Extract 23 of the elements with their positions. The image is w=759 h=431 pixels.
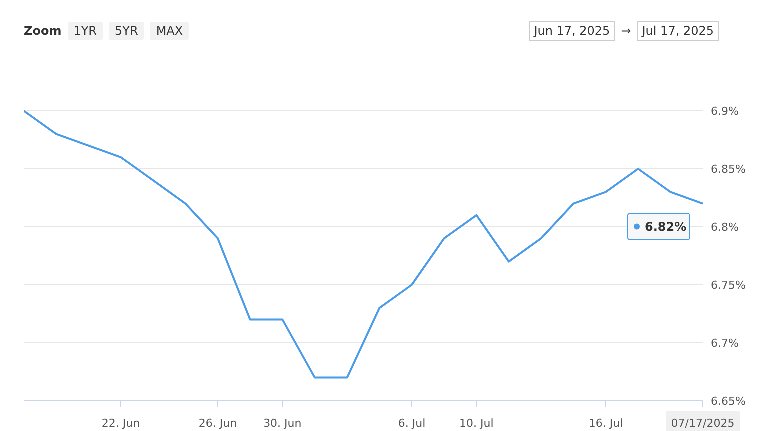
text: Jul 17, 2025	[637, 20, 719, 40]
text: MAX	[150, 22, 190, 40]
line-series	[24, 110, 703, 379]
x-tick-label: 22. Jun	[102, 417, 140, 430]
text: Zoom	[24, 24, 62, 38]
y-tick-label: 6.8%	[711, 220, 739, 234]
y-tick-label: 6.9%	[711, 104, 739, 118]
y-tick-label: 6.7%	[711, 336, 739, 350]
tooltip-box: 6.82%	[628, 213, 690, 240]
x-tick-label: 10. Jul	[460, 417, 494, 430]
text: 5YR	[109, 22, 144, 40]
x-tick-label: 16. Jul	[588, 417, 624, 430]
annotation: 6.82%	[645, 220, 687, 234]
x-tick-label: 30. Jun	[264, 417, 302, 430]
text: 1YR	[68, 22, 104, 40]
y-tick-label: 6.85%	[711, 162, 746, 176]
x-tick-label: 6. Jul	[398, 417, 426, 430]
x-tick-label: 26. Jun	[198, 417, 238, 430]
y-tick-label: 6.65%	[711, 394, 746, 408]
y-tick-label: 6.75%	[711, 278, 746, 292]
text: →	[621, 24, 632, 38]
text: Jun 17, 2025	[529, 20, 616, 40]
x-tick-label: 07/17/2025	[671, 417, 735, 430]
